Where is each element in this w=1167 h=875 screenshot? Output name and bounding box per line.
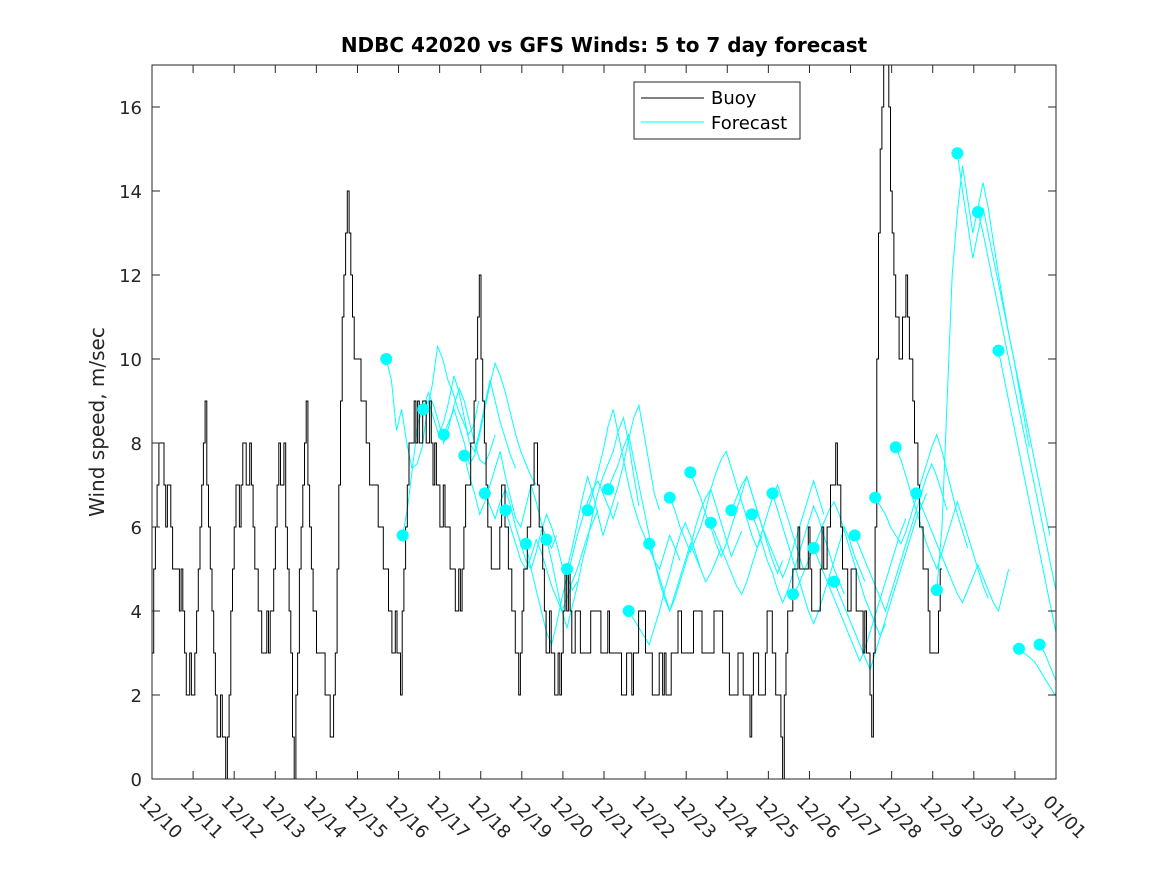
forecast-point [930,584,943,596]
forecast-run-line [628,521,722,646]
forecast-point [704,516,717,529]
y-tick-label: 6 [131,518,142,539]
forecast-point [971,206,984,218]
forecast-run-line [587,409,681,571]
forecast-run-line [669,450,763,554]
forecast-point [380,353,393,365]
forecast-point [602,483,615,496]
y-tick-label: 4 [131,602,142,623]
y-tick-label: 0 [131,770,142,791]
forecast-point [992,344,1005,357]
forecast-run-line [1039,644,1056,683]
forecast-point [499,504,512,517]
forecast-point [622,605,635,617]
forecast-run-line [833,493,928,672]
forecast-run-line [385,344,480,470]
forecast-run-line [1018,648,1056,697]
y-tick-label: 16 [119,98,142,119]
forecast-point [848,529,861,542]
forecast-point [561,563,573,575]
forecast-point [643,537,656,550]
forecast-run-line [977,211,1056,594]
forecast-point [396,529,409,542]
forecast-run-line [504,510,599,613]
forecast-point [766,487,779,500]
forecast-point [519,537,532,550]
forecast-run-line [710,483,804,596]
forecast-run-line [874,433,969,549]
forecast-point [787,588,799,601]
forecast-run-line [566,403,660,570]
forecast-point [663,491,676,504]
forecast-run-line [730,475,825,579]
forecast-point [725,504,738,517]
forecast-point [540,533,553,546]
forecast-run-line [956,153,1051,536]
forecast-point [889,441,902,454]
forecast-point [745,508,758,521]
forecast-run-line [525,479,619,647]
forecast-point [828,575,841,588]
y-axis-label: Wind speed, m/sec [85,327,109,517]
chart-title: NDBC 42020 vs GFS Winds: 5 to 7 day fore… [341,33,868,57]
forecast-point [1033,638,1046,651]
y-tick-label: 8 [131,434,142,455]
legend-box [633,81,801,140]
forecast-run-line [854,462,948,613]
forecast-run-line [915,493,1010,613]
y-tick-label: 14 [119,182,142,203]
forecast-point [869,491,882,504]
forecast-point [437,428,450,441]
forecast-point [807,542,820,554]
forecast-run-line [443,361,537,486]
buoy-series-line [152,65,942,779]
forecast-point [417,403,430,416]
forecast-point [478,487,491,500]
legend-forecast-label: Forecast [711,113,787,134]
forecast-point [951,147,964,160]
forecast-run-line [546,416,640,630]
forecast-point [458,449,471,462]
y-tick-label: 2 [131,686,142,707]
legend-buoy-label: Buoy [711,88,757,109]
plot-area [152,65,1056,779]
legend: Buoy Forecast [633,81,801,140]
y-tick-label: 12 [119,266,142,287]
forecast-run-line [813,518,907,663]
forecast-run-line [998,350,1056,636]
y-tick-label: 10 [119,350,142,371]
forecast-point [684,466,697,479]
forecast-run-line [463,451,558,550]
forecast-run-line [648,487,743,613]
plot-layer [152,65,1056,779]
forecast-point [910,487,923,500]
forecast-point [581,504,594,517]
forecast-point [1013,642,1025,655]
